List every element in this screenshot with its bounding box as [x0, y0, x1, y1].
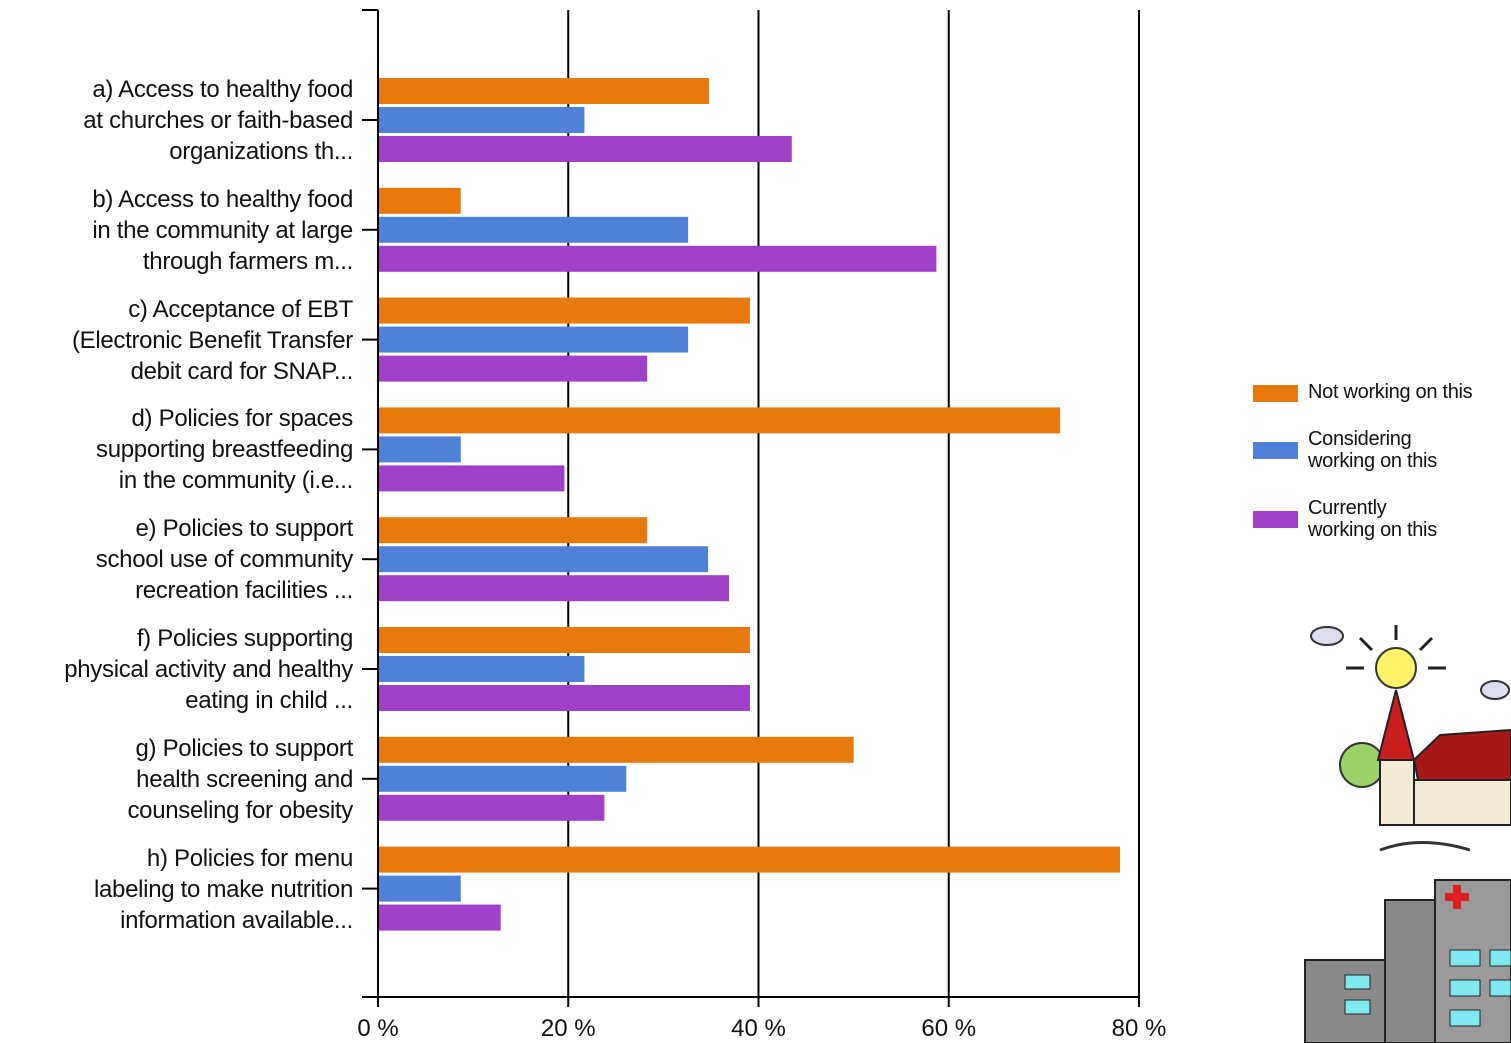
- bar: [378, 765, 627, 792]
- legend-label: Considering working on this: [1308, 428, 1437, 472]
- bar: [378, 904, 501, 931]
- bar: [378, 407, 1061, 434]
- y-tick-label: d) Policies for spaces supporting breast…: [96, 405, 353, 495]
- legend-swatch: [1253, 442, 1298, 459]
- bar: [378, 575, 730, 602]
- y-tick-label: e) Policies to support school use of com…: [95, 515, 354, 605]
- bar: [378, 656, 585, 682]
- y-tick-label: a) Access to healthy food at churches or…: [83, 76, 353, 165]
- y-tick-label: h) Policies for menu labeling to make nu…: [93, 844, 353, 934]
- y-tick-label: g) Policies to support health screening …: [127, 734, 353, 824]
- legend-label: Not working on this: [1308, 381, 1473, 403]
- bar: [378, 355, 648, 382]
- bar: [378, 78, 710, 104]
- bar: [378, 107, 585, 133]
- clipart: [1304, 625, 1511, 1043]
- bar: [378, 627, 750, 653]
- bar: [378, 326, 689, 353]
- x-tick-label: 80 %: [1111, 1015, 1167, 1042]
- legend-label: Currently working on this: [1308, 497, 1437, 541]
- bar: [378, 736, 854, 763]
- legend-swatch: [1253, 511, 1298, 528]
- bar: [378, 187, 461, 214]
- bar: [378, 297, 750, 324]
- x-tick-label: 60 %: [921, 1015, 977, 1042]
- y-tick-label: b) Access to healthy food in the communi…: [92, 185, 353, 275]
- x-tick-label: 20 %: [540, 1015, 596, 1042]
- bar: [378, 216, 689, 243]
- bar: [378, 546, 709, 573]
- bar: [378, 465, 565, 492]
- y-tick-label: c) Acceptance of EBT (Electronic Benefit…: [71, 295, 353, 385]
- bar: [378, 794, 605, 821]
- x-tick-label: 0 %: [357, 1015, 399, 1042]
- x-tick-label: 40 %: [731, 1015, 786, 1042]
- bar: [378, 436, 461, 463]
- bar: [378, 875, 461, 902]
- bar: [378, 245, 937, 272]
- bar: [378, 685, 750, 711]
- bar: [378, 517, 648, 544]
- bar: [378, 846, 1120, 873]
- legend-swatch: [1253, 385, 1298, 402]
- y-tick-label: f) Policies supporting physical activity…: [64, 625, 353, 714]
- bar: [378, 136, 792, 162]
